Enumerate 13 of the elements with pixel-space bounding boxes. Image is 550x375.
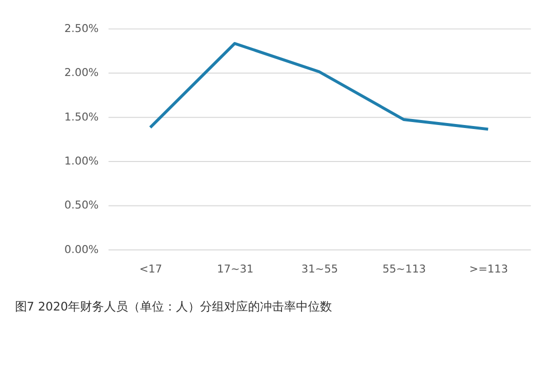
- y-tick-label: 0.50%: [64, 198, 99, 212]
- x-tick-label: 31~55: [301, 262, 338, 276]
- y-tick-label: 1.00%: [64, 154, 99, 168]
- y-tick-label: 2.50%: [64, 22, 99, 35]
- line-series: [148, 42, 490, 131]
- text: 图7 2020年财务人员（单位：人）分组对应的冲击率中位数: [14, 299, 332, 314]
- y-tick-label: 0.00%: [64, 242, 99, 256]
- x-tick-label: 17~31: [216, 262, 254, 276]
- x-tick-label: 55~113: [382, 262, 426, 276]
- y-tick-label: 1.50%: [64, 110, 99, 124]
- x-tick-label: <17: [139, 262, 162, 276]
- y-tick-label: 2.00%: [64, 66, 99, 80]
- x-tick-label: >=113: [469, 262, 508, 276]
